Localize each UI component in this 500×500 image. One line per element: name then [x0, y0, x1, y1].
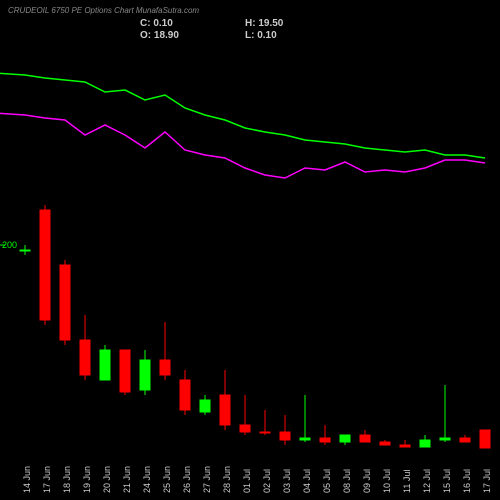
candle-body [60, 265, 70, 340]
candle-body [460, 438, 470, 442]
x-axis-label: 16 Jul [462, 469, 472, 493]
candle-body [260, 432, 270, 433]
candle-body [380, 442, 390, 445]
x-axis-label: 05 Jul [322, 469, 332, 493]
x-axis-label: 20 Jun [102, 466, 112, 493]
indicator-line-magenta [0, 113, 485, 178]
x-axis-label: 14 Jun [22, 466, 32, 493]
x-axis-label: 10 Jul [382, 469, 392, 493]
x-axis-label: 08 Jul [342, 469, 352, 493]
candle-body [420, 440, 430, 447]
candle-body [100, 350, 110, 380]
x-axis-label: 19 Jun [82, 466, 92, 493]
indicator-line-green [0, 73, 485, 158]
x-axis-label: 26 Jun [182, 466, 192, 493]
x-axis-label: 17 Jun [42, 466, 52, 493]
candle-body [240, 425, 250, 432]
x-axis-label: 04 Jul [302, 469, 312, 493]
y-axis-ticks: 200 [0, 240, 17, 250]
x-axis-label: 09 Jul [362, 469, 372, 493]
candle-body [220, 395, 230, 425]
candle-body [340, 435, 350, 442]
candle-body [160, 360, 170, 375]
candle-body [320, 438, 330, 442]
candle-body [180, 380, 190, 410]
candle-body [480, 430, 490, 448]
x-axis-label: 02 Jul [262, 469, 272, 493]
candle-body [360, 435, 370, 442]
x-axis-label: 27 Jun [202, 466, 212, 493]
candle-body [140, 360, 150, 390]
x-axis-label: 17 Jul [482, 469, 492, 493]
x-axis-label: 11 Jul [402, 470, 412, 493]
x-axis-label: 12 Jul [422, 469, 432, 493]
candle-body [200, 400, 210, 412]
chart-container: CRUDEOIL 6750 PE Options Chart MunafaSut… [0, 0, 500, 500]
x-axis-label: 15 Jul [442, 469, 452, 493]
candle-body [40, 210, 50, 320]
indicator-lines [0, 73, 485, 178]
candle-body [20, 250, 30, 251]
candlestick-series [20, 205, 490, 448]
x-axis-label: 01 Jul [242, 469, 252, 493]
x-axis-label: 24 Jun [142, 466, 152, 493]
candle-body [440, 438, 450, 440]
candle-body [120, 350, 130, 392]
candle-body [300, 438, 310, 440]
x-axis-label: 21 Jun [122, 466, 132, 493]
candle-body [280, 432, 290, 440]
x-axis-label: 25 Jun [162, 466, 172, 493]
chart-svg: 200 [0, 0, 500, 500]
candle-body [80, 340, 90, 375]
x-axis-label: 03 Jul [282, 469, 292, 493]
x-axis-label: 28 Jun [222, 466, 232, 493]
candle-body [400, 445, 410, 447]
x-axis-label: 18 Jun [62, 466, 72, 493]
